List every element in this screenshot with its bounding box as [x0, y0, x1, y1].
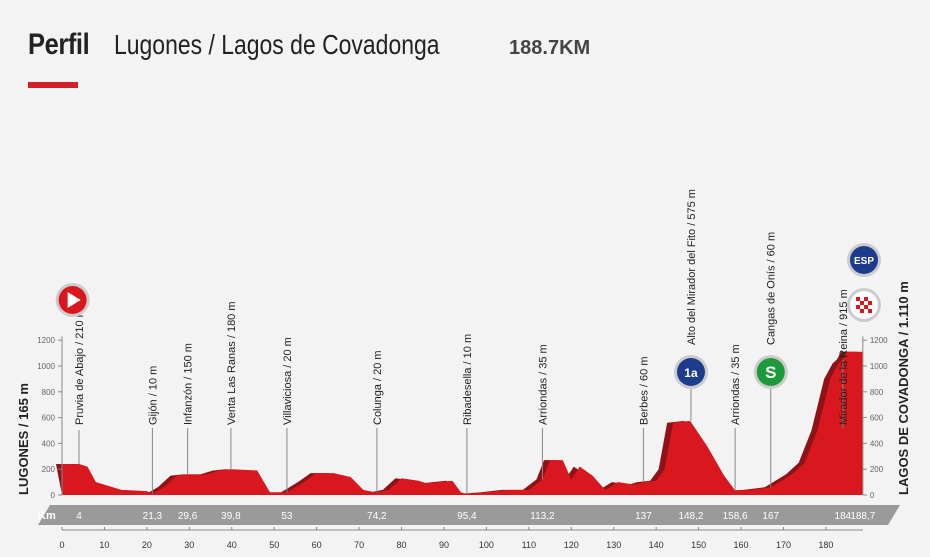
- waypoint-km: 53: [281, 511, 293, 522]
- x-tick-label: 150: [691, 540, 706, 550]
- header: Perfil Lugones / Lagos de Covadonga 188.…: [28, 28, 590, 62]
- x-tick-label: 170: [776, 540, 791, 550]
- x-tick-label: 20: [142, 540, 152, 550]
- waypoint-km: 39,8: [221, 511, 241, 522]
- y-tick-label: 400: [42, 439, 56, 448]
- waypoint-label: Mirador de la Reina / 915 m: [838, 289, 850, 425]
- climb-category-icon: [676, 358, 705, 386]
- x-tick-label: 130: [606, 540, 621, 550]
- x-tick-label: 120: [564, 540, 579, 550]
- waypoint-km: 167: [762, 511, 779, 522]
- finish-checker: [868, 309, 872, 313]
- y-tick-label: 0: [51, 491, 56, 500]
- waypoint-label: Cangas de Onís / 60 m: [766, 232, 778, 345]
- x-tick-label: 160: [734, 540, 749, 550]
- y-tick-label-right: 1000: [870, 362, 888, 371]
- y-tick-label: 200: [42, 465, 56, 474]
- start-label: LUGONES / 165 m: [16, 383, 31, 495]
- sprint-icon: [756, 358, 785, 386]
- profile-area: [62, 351, 863, 495]
- profile-shadow: [56, 351, 863, 495]
- waypoint-label: Ribadesella / 10 m: [462, 334, 474, 425]
- waypoint-label: Colunga / 20 m: [372, 350, 384, 425]
- y-tick-label-right: 800: [870, 388, 884, 397]
- waypoint-km: 148,2: [678, 511, 703, 522]
- y-tick-label-right: 0: [870, 491, 875, 500]
- start-arrow-icon: [67, 292, 81, 308]
- finish-checker: [860, 309, 864, 313]
- km-band: [38, 505, 900, 525]
- waypoint-km: 4: [76, 511, 82, 522]
- x-tick-label: 140: [649, 540, 664, 550]
- route-title: Lugones / Lagos de Covadonga: [114, 29, 440, 60]
- km-band-label: Km: [38, 510, 56, 522]
- finish-checker: [860, 301, 864, 305]
- waypoint-km: 29,6: [178, 511, 198, 522]
- finish-label: LAGOS DE COVADONGA / 1.110 m: [896, 281, 911, 495]
- climb-category-label: 1a: [684, 366, 698, 380]
- x-tick-label: 0: [59, 540, 64, 550]
- waypoint-label: Alto del Mirador del Fito / 575 m: [686, 189, 698, 345]
- waypoint-label: Infanzón / 150 m: [183, 343, 195, 425]
- x-tick-label: 80: [397, 540, 407, 550]
- y-tick-label-right: 1200: [870, 336, 888, 345]
- waypoint-label: Gijón / 10 m: [147, 366, 159, 425]
- x-tick-label: 60: [312, 540, 322, 550]
- waypoint-label: Berbes / 60 m: [638, 357, 650, 425]
- y-tick-label-right: 400: [870, 439, 884, 448]
- x-tick-label: 70: [354, 540, 364, 550]
- waypoint-km: 188,7: [850, 511, 875, 522]
- waypoint-km: 184: [835, 511, 852, 522]
- waypoint-km: 137: [635, 511, 652, 522]
- finish-checker: [856, 297, 860, 301]
- waypoint-label: Villaviciosa / 20 m: [282, 337, 294, 425]
- x-tick-label: 100: [479, 540, 494, 550]
- finish-checker: [868, 301, 872, 305]
- esp-icon: [850, 246, 878, 274]
- accent-bar: [28, 82, 78, 88]
- y-tick-label: 1200: [37, 336, 55, 345]
- finish-checker: [864, 297, 868, 301]
- y-tick-label-right: 600: [870, 414, 884, 423]
- waypoint-label: Arriondas / 35 m: [537, 344, 549, 425]
- x-tick-label: 50: [269, 540, 279, 550]
- waypoint-km: 113,2: [530, 511, 555, 522]
- waypoint-label: Arriondas / 35 m: [730, 344, 742, 425]
- waypoint-km: 95,4: [457, 511, 477, 522]
- waypoint-label: Pruvia de Abajo / 210 m: [74, 308, 86, 425]
- page-title: Perfil: [28, 28, 90, 61]
- stage-distance: 188.7KM: [509, 37, 591, 59]
- x-tick-label: 30: [184, 540, 194, 550]
- x-tick-label: 90: [439, 540, 449, 550]
- x-tick-label: 110: [522, 540, 536, 550]
- x-tick-label: 10: [99, 540, 109, 550]
- waypoint-km: 74,2: [367, 511, 387, 522]
- waypoint-km: 158,6: [723, 511, 748, 522]
- y-tick-label: 800: [42, 388, 56, 397]
- sprint-label: S: [765, 363, 776, 382]
- y-tick-label: 600: [42, 414, 56, 423]
- finish-checker: [856, 305, 860, 309]
- esp-label: ESP: [854, 256, 874, 267]
- x-tick-label: 40: [227, 540, 237, 550]
- finish-checker: [864, 305, 868, 309]
- y-tick-label-right: 200: [870, 465, 884, 474]
- x-tick-label: 180: [818, 540, 833, 550]
- waypoint-km: 21,3: [143, 511, 163, 522]
- waypoint-label: Venta Las Ranas / 180 m: [226, 301, 238, 425]
- y-tick-label: 1000: [37, 362, 55, 371]
